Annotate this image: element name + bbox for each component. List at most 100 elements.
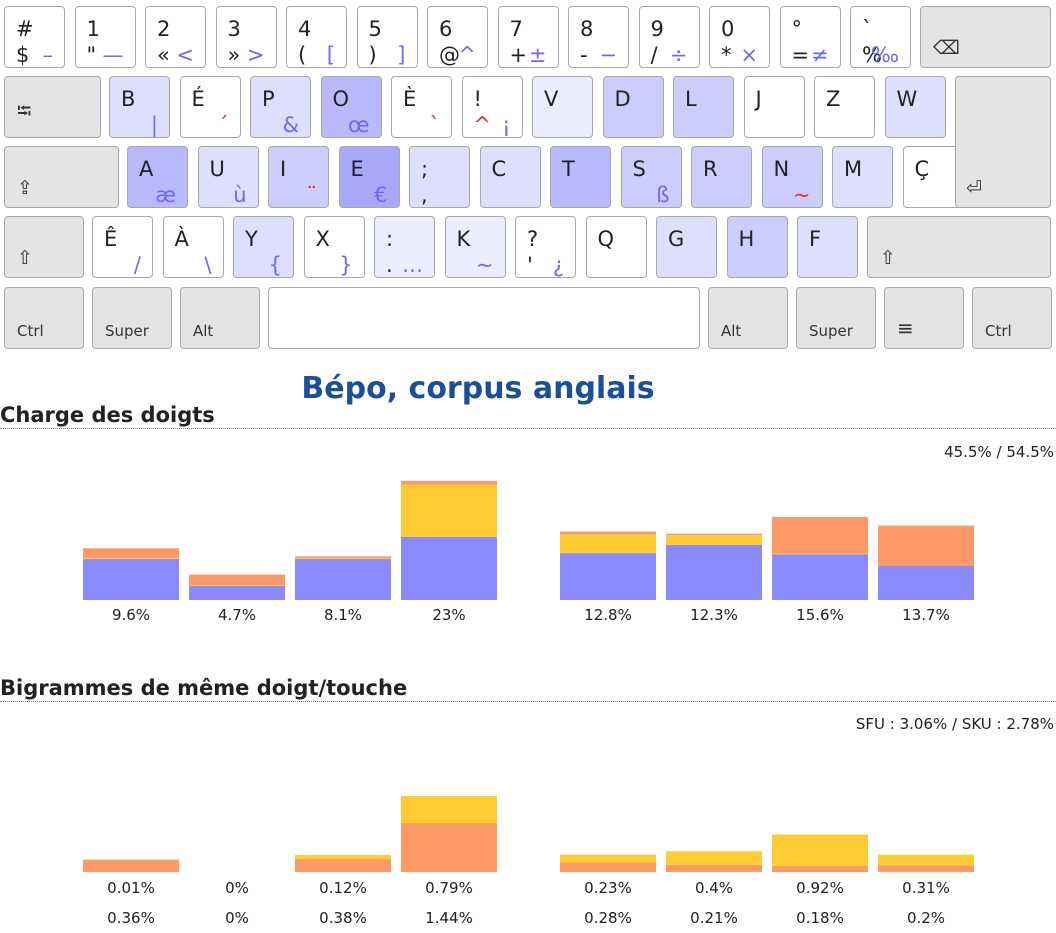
key-label-upper: H xyxy=(738,227,755,251)
bar-label2-6: 0.18% xyxy=(796,909,844,927)
key-2-9: R xyxy=(691,146,752,208)
key-label-altgr: [ xyxy=(326,43,335,67)
sfu-sku-ratio: SFU : 3.06% / SKU : 2.78% xyxy=(855,715,1054,733)
bar-3-series-0 xyxy=(401,536,497,600)
key-enter: ⏎ xyxy=(955,76,1051,208)
key-3-9: G xyxy=(656,216,717,278)
bar-label2-2: 0.38% xyxy=(319,909,367,927)
key-1-8: D xyxy=(602,76,664,138)
key-0-9: 9/ ÷ xyxy=(638,6,700,68)
key-label-lower: % xyxy=(862,43,882,67)
menu-icon: ≡ xyxy=(897,316,914,340)
key-label-altgr: ~ xyxy=(792,183,811,207)
key-label-lower: , xyxy=(421,183,428,207)
bar-label2-1: 0% xyxy=(225,909,249,927)
key-label-altgr: € xyxy=(374,183,388,207)
key-label-upper: V xyxy=(544,87,559,111)
key-0-10: 0 * × xyxy=(709,6,770,68)
key-label-upper: 9 xyxy=(650,17,664,41)
bar-3-series-2 xyxy=(401,480,497,485)
key-1-5: È ` xyxy=(391,76,452,138)
key-label-lower: - xyxy=(580,43,588,67)
mod-label: Alt xyxy=(193,322,214,340)
key-label-altgr: ÷ xyxy=(669,43,688,67)
key-caps: ⇪ xyxy=(4,146,119,208)
key-mod-0: Ctrl xyxy=(4,287,84,349)
key-3-11: F xyxy=(797,216,858,278)
key-2-7: T xyxy=(550,146,611,208)
bar-label-7: 0.31% xyxy=(902,879,950,897)
bar-label-1: 4.7% xyxy=(218,606,256,624)
key-1-7: V xyxy=(532,76,593,138)
bar-2-series-2 xyxy=(295,556,391,558)
key-mod-4: Alt xyxy=(708,287,788,349)
key-0-1: 1 " — xyxy=(74,6,136,68)
key-label-altgr: & xyxy=(282,113,299,137)
key-label-upper: : xyxy=(386,227,394,251)
bar-6-series-0 xyxy=(772,554,868,600)
key-label-upper: T xyxy=(562,157,575,181)
key-label-upper: ; xyxy=(421,157,429,181)
key-1-6: ! ^ ¡ xyxy=(461,76,523,138)
bar-2-series-1 xyxy=(295,557,391,560)
key-mod-1: Super xyxy=(92,287,172,349)
key-1-10: J xyxy=(743,76,805,138)
key-label-altgr: < xyxy=(176,43,194,67)
bar-0-series-1 xyxy=(83,557,179,560)
key-label-altgr: æ xyxy=(155,183,176,207)
key-label-altgr: ´ xyxy=(218,113,229,137)
bar-label2-5: 0.21% xyxy=(690,909,738,927)
key-0-11: ° = ≠ xyxy=(779,6,841,68)
key-0-3: 3» > xyxy=(215,6,277,68)
bar-1-series-0 xyxy=(189,585,285,600)
key-label-upper: Z xyxy=(826,87,841,111)
key-label-upper: 8 xyxy=(580,17,594,41)
page-title: Bépo, corpus anglais xyxy=(301,371,655,406)
key-label-upper: 6 xyxy=(439,17,453,41)
bar-5-series-0 xyxy=(666,545,762,600)
bar-label2-0: 0.36% xyxy=(107,909,155,927)
key-2-10: N ~ xyxy=(761,146,823,208)
bar-label-4: 0.23% xyxy=(584,879,632,897)
key-label-upper: ` xyxy=(862,17,873,41)
bar-0-series-0 xyxy=(83,859,179,872)
backspace-icon: ⌫ xyxy=(933,37,960,59)
key-label-lower: * xyxy=(721,43,732,67)
key-3-6: K ~ xyxy=(444,216,506,278)
finger-load-heading: Charge des doigts xyxy=(0,403,1056,429)
key-label-upper: I xyxy=(280,157,287,181)
key-label-upper: 5 xyxy=(368,17,382,41)
bar-6-series-1 xyxy=(772,834,868,866)
key-mod-2: Alt xyxy=(180,287,260,349)
key-label-upper: 0 xyxy=(721,17,735,41)
key-2-11: M xyxy=(832,146,893,208)
bar-label-2: 8.1% xyxy=(324,606,362,624)
key-3-7: ? ' ¿ xyxy=(515,216,576,278)
key-label-altgr: } xyxy=(339,253,353,277)
key-label-upper: C xyxy=(491,157,507,181)
key-label-lower: @ xyxy=(439,43,460,67)
key-1-2: É ´ xyxy=(179,76,241,138)
key-space xyxy=(268,287,700,349)
bar-1-series-2 xyxy=(189,574,285,586)
key-label-altgr: ¨ xyxy=(306,183,318,207)
caps-icon: ⇪ xyxy=(17,177,33,199)
bar-7-series-1 xyxy=(878,564,974,566)
key-0-12: `% ‰ xyxy=(850,6,911,68)
key-label-upper: 2 xyxy=(157,17,171,41)
key-label-upper: ! xyxy=(473,87,482,111)
key-1-3: P & xyxy=(250,76,311,138)
key-label-upper: L xyxy=(685,87,697,111)
key-3-8: Q xyxy=(585,216,647,278)
key-label-upper: R xyxy=(703,157,718,181)
key-label-upper: È xyxy=(403,87,417,111)
key-2-5: ;, xyxy=(409,146,470,208)
bar-3-series-1 xyxy=(401,484,497,537)
key-0-2: 2 «< xyxy=(145,6,206,68)
rshift-icon: ⇧ xyxy=(880,247,896,269)
key-3-2: À \ xyxy=(162,216,224,278)
key-label-altgr: ` xyxy=(429,113,441,137)
key-label-upper: F xyxy=(809,227,822,251)
